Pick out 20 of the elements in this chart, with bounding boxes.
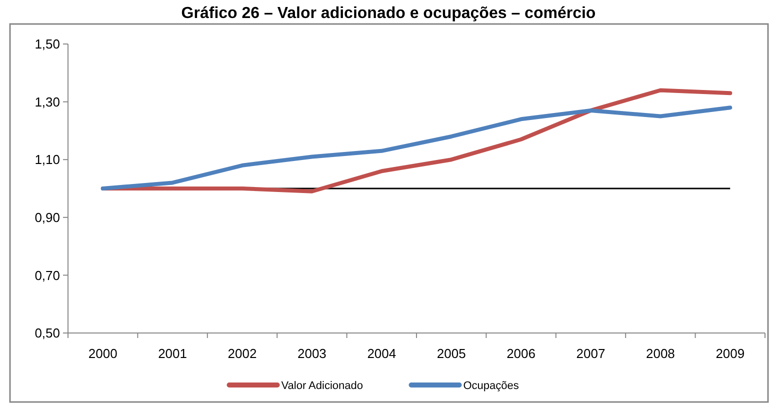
x-tick-label: 2008 (646, 346, 675, 361)
y-tick-label: 1,10 (34, 152, 60, 168)
y-tick-label: 0,90 (34, 210, 60, 225)
x-tick-label: 2006 (506, 346, 536, 361)
x-tick-label: 2009 (716, 346, 745, 361)
y-tick-label: 1,50 (34, 36, 60, 52)
x-tick-label: 2007 (576, 346, 606, 361)
legend-label: Ocupações (463, 380, 520, 392)
x-tick-label: 2003 (297, 346, 326, 361)
line-series (100, 106, 732, 190)
x-tick-label: 2005 (436, 346, 466, 361)
x-tick-label: 2004 (367, 346, 396, 361)
legend-label: Valor Adicionado (281, 380, 363, 392)
y-tick-label: 0,50 (34, 326, 60, 341)
y-tick-label: 0,70 (34, 268, 60, 283)
y-tick-label: 1,30 (34, 94, 60, 110)
x-tick-label: 2001 (158, 346, 188, 361)
x-tick-label: 2000 (88, 346, 118, 361)
x-tick-label: 2002 (228, 346, 257, 361)
chart-title: Gráfico 26 – Valor adicionado e ocupações – comércio (181, 5, 596, 22)
